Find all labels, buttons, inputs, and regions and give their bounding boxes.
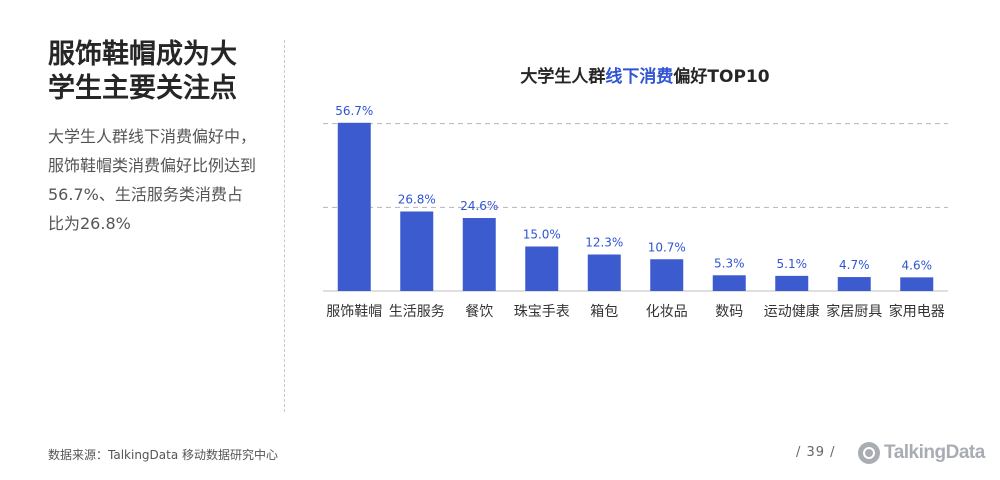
logo-text: TalkingData xyxy=(884,442,985,463)
category-label-6: 化妆品 xyxy=(646,304,688,320)
page-number: / 39 / xyxy=(796,445,836,460)
data-label-10: 4.6% xyxy=(902,258,933,272)
data-label-7: 5.3% xyxy=(714,256,745,270)
data-label-6: 10.7% xyxy=(648,240,686,254)
bar-8 xyxy=(775,275,809,291)
category-label-4: 珠宝手表 xyxy=(514,304,570,320)
data-label-4: 15.0% xyxy=(523,228,561,242)
category-label-9: 家居厨具 xyxy=(826,303,882,320)
slide-summary: 大学生人群线下消费偏好中，服饰鞋帽类消费偏好比例达到56.7%、生活服务类消费占… xyxy=(48,127,257,233)
bar-7 xyxy=(712,275,746,291)
chart-title-highlight: 线下消费 xyxy=(605,67,674,87)
data-label-2: 26.8% xyxy=(398,192,436,206)
category-label-2: 生活服务 xyxy=(389,304,445,320)
chart-title-suffix: 偏好TOP10 xyxy=(673,67,770,87)
data-label-1: 56.7% xyxy=(335,104,373,118)
vertical-divider xyxy=(284,40,285,412)
category-label-10: 家用电器 xyxy=(889,303,945,320)
bar-10 xyxy=(900,277,934,291)
category-label-1: 服饰鞋帽 xyxy=(326,304,382,320)
bar-4 xyxy=(525,246,559,291)
chart-title-prefix: 大学生人群 xyxy=(520,67,606,87)
bar-6 xyxy=(650,259,684,291)
data-label-3: 24.6% xyxy=(460,199,498,213)
bar-9 xyxy=(837,277,871,291)
logo-mark-icon xyxy=(858,442,880,464)
slide-headline: 服饰鞋帽成为大学生主要关注点 xyxy=(48,39,237,104)
data-source-note: 数据来源：TalkingData 移动数据研究中心 xyxy=(48,448,279,462)
category-label-7: 数码 xyxy=(715,304,743,320)
category-label-3: 餐饮 xyxy=(465,304,493,320)
bar-5 xyxy=(587,254,621,291)
bar-1 xyxy=(337,122,371,291)
data-label-5: 12.3% xyxy=(585,236,623,250)
bar-2 xyxy=(400,211,434,291)
chart-title: 大学生人群线下消费偏好TOP10 xyxy=(300,62,990,87)
category-label-8: 运动健康 xyxy=(764,303,820,320)
data-label-8: 5.1% xyxy=(777,257,808,271)
category-label-5: 箱包 xyxy=(590,304,618,320)
talkingdata-logo: TalkingData xyxy=(858,440,985,466)
bar-3 xyxy=(462,218,496,291)
data-label-9: 4.7% xyxy=(839,258,870,272)
